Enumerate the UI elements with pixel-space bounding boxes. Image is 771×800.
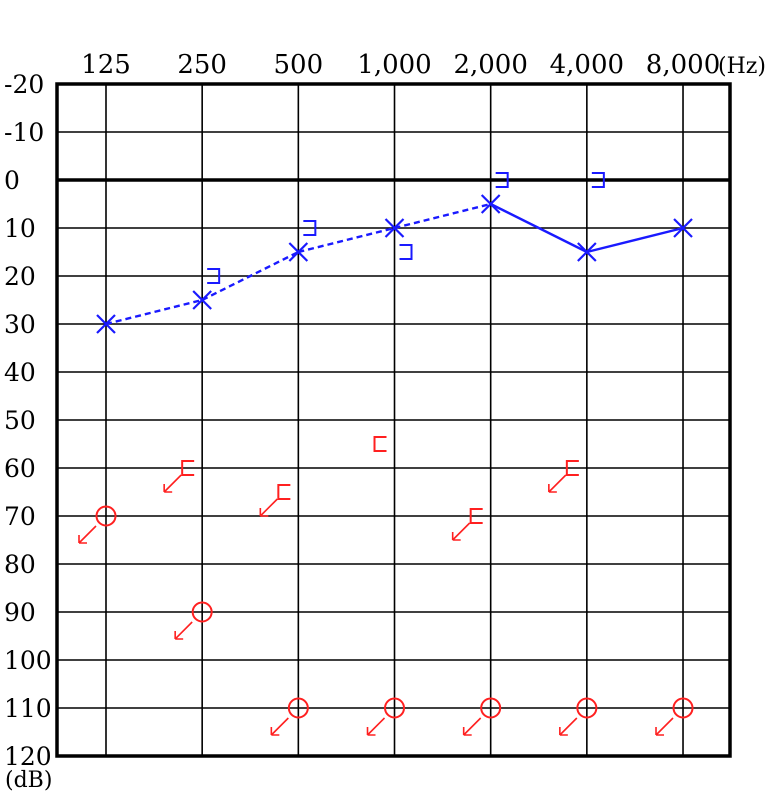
y-tick-label: 120 [4, 742, 52, 771]
no-response-arrow [163, 474, 182, 493]
series-circle [78, 505, 694, 736]
bracket-left-mark [565, 460, 579, 476]
x-tick-label: 4,000 [550, 50, 624, 80]
series-cross [96, 194, 693, 334]
y-tick-labels: -20 -10 0 10 20 30 40 50 60 70 80 90 100 110 120 [4, 70, 52, 771]
plot-frame [55, 82, 732, 758]
cross-mark [288, 242, 309, 262]
no-response-arrow [174, 621, 193, 640]
y-tick-label: 0 [4, 166, 20, 195]
series-segment [105, 298, 203, 326]
circle-mark [287, 697, 309, 719]
bracket-left-mark [277, 484, 291, 500]
plot-border [55, 82, 732, 758]
no-response-arrow [462, 717, 482, 736]
data-series [78, 172, 694, 736]
x-tick-label: 8,000 [646, 50, 720, 80]
cross-mark [673, 218, 693, 238]
x-tick-label: 1,000 [357, 50, 431, 80]
no-response-arrow [259, 498, 278, 517]
y-tick-label: 50 [4, 406, 36, 435]
no-response-arrow [78, 525, 97, 544]
grid [57, 83, 730, 757]
bracket-left-mark [469, 508, 483, 524]
no-response-arrow [451, 522, 471, 541]
no-response-arrow [655, 717, 674, 736]
y-tick-label: 80 [4, 550, 36, 579]
no-response-arrow [559, 717, 578, 736]
bracket-left-mark [181, 460, 195, 476]
circle-mark [576, 697, 598, 719]
series-bracket-left [163, 436, 579, 541]
y-tick-label: 90 [4, 598, 36, 627]
x-tick-labels: 125 250 500 1,000 2,000 4,000 8,000 [81, 50, 720, 80]
y-tick-label: -20 [4, 70, 44, 99]
x-tick-label: 2,000 [453, 50, 527, 80]
cross-mark [480, 194, 501, 214]
series-bracket-right [207, 172, 605, 284]
circle-mark [672, 697, 694, 719]
no-response-arrow [366, 717, 386, 736]
circle-mark [95, 505, 117, 527]
x-tick-label: 125 [81, 50, 131, 80]
y-tick-label: 10 [4, 214, 36, 243]
circle-mark [384, 697, 406, 719]
series-segment [490, 202, 588, 254]
y-tick-label: 30 [4, 310, 36, 339]
series-segment [201, 250, 299, 302]
circle-mark [480, 697, 502, 719]
x-axis-unit: (Hz) [718, 54, 766, 79]
no-response-arrow [270, 717, 289, 736]
bracket-right-mark [399, 244, 413, 260]
bracket-right-mark [207, 268, 221, 284]
y-tick-label: 40 [4, 358, 36, 387]
circle-mark [191, 601, 213, 623]
cross-mark [384, 218, 405, 238]
x-tick-label: 250 [177, 50, 227, 80]
series-segment [298, 226, 395, 254]
cross-mark [96, 314, 116, 334]
y-tick-label: 100 [4, 646, 52, 675]
y-axis-unit: (dB) [5, 768, 52, 793]
no-response-arrow [548, 474, 567, 493]
y-tick-label: -10 [4, 118, 44, 147]
bracket-right-mark [495, 172, 509, 188]
series-segment [586, 226, 684, 254]
y-tick-label: 20 [4, 262, 36, 291]
bracket-right-mark [303, 220, 317, 236]
series-segment [394, 202, 491, 230]
bracket-left-mark [373, 436, 387, 452]
cross-mark [192, 290, 212, 310]
x-tick-label: 500 [274, 50, 324, 80]
cross-mark [577, 242, 597, 262]
y-tick-label: 110 [4, 694, 52, 723]
bracket-right-mark [591, 172, 605, 188]
y-tick-label: 70 [4, 502, 36, 531]
y-tick-label: 60 [4, 454, 36, 483]
